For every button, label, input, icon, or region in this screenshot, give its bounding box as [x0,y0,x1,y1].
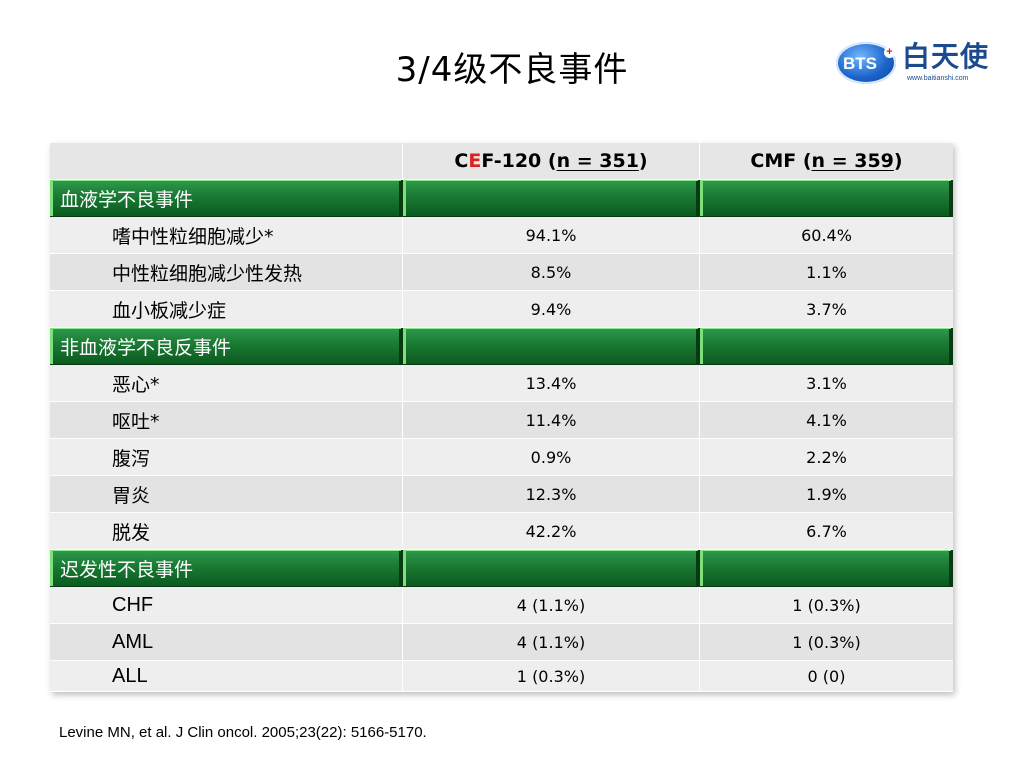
section-cell [700,328,953,365]
event-name: 腹泻 [50,439,403,476]
section-header-row: 血液学不良事件 [50,180,953,217]
event-name: 呕吐* [50,402,403,439]
cmf-value: 1.9% [700,476,953,513]
table-row: 血小板减少症 9.4% 3.7% [50,291,953,328]
header-cef-pre: C [454,150,469,172]
cmf-value: 6.7% [700,513,953,550]
header-cef-mid: F-120 ( [481,150,557,172]
header-cef-post: ) [638,150,648,172]
table-row: 中性粒细胞减少性发热 8.5% 1.1% [50,254,953,291]
cmf-value: 60.4% [700,217,953,254]
event-name: 脱发 [50,513,403,550]
cmf-value: 3.1% [700,365,953,402]
header-cef-n: n = 351 [556,150,639,172]
table-row: 腹泻 0.9% 2.2% [50,439,953,476]
section-header-row: 非血液学不良反事件 [50,328,953,365]
header-cell-cef: C E F-120 (n = 351 ) [403,143,700,180]
cmf-value: 1.1% [700,254,953,291]
header-cell-empty [50,143,403,180]
cef-value: 12.3% [403,476,700,513]
section-label: 血液学不良事件 [50,180,403,217]
logo-badge-text: BTS [843,54,877,73]
cef-value: 8.5% [403,254,700,291]
cmf-value: 1 (0.3%) [700,587,953,624]
section-label: 迟发性不良事件 [50,550,403,587]
event-name: 血小板减少症 [50,291,403,328]
section-cell [403,550,700,587]
logo-url: www.baitianshi.com [907,75,969,82]
cef-value: 4 (1.1%) [403,587,700,624]
cmf-value: 1 (0.3%) [700,624,953,661]
adverse-events-table: C E F-120 (n = 351 ) CMF (n = 359 ) 血液学不良事… [50,143,953,692]
header-cef-highlight: E [468,150,482,172]
cmf-value: 3.7% [700,291,953,328]
header-cmf-n: n = 359 [811,150,894,172]
cef-value: 0.9% [403,439,700,476]
section-cell [403,328,700,365]
cross-icon: + [884,47,895,58]
event-name: 嗜中性粒细胞减少* [50,217,403,254]
cmf-value: 2.2% [700,439,953,476]
section-cell [700,180,953,217]
table-row: CHF 4 (1.1%) 1 (0.3%) [50,587,953,624]
cef-value: 42.2% [403,513,700,550]
cmf-value: 4.1% [700,402,953,439]
table-row: ALL 1 (0.3%) 0 (0) [50,661,953,692]
cef-value: 94.1% [403,217,700,254]
cef-value: 4 (1.1%) [403,624,700,661]
event-name: AML [50,624,403,661]
table-row: 胃炎 12.3% 1.9% [50,476,953,513]
event-name: 胃炎 [50,476,403,513]
logo: BTS + 白天使 www.baitianshi.com [836,38,992,88]
event-name: CHF [50,587,403,624]
cmf-value: 0 (0) [700,661,953,692]
cef-value: 13.4% [403,365,700,402]
slide-title: 3/4级不良事件 [395,50,629,90]
header-cmf-post: ) [893,150,903,172]
table-row: 脱发 42.2% 6.7% [50,513,953,550]
section-label: 非血液学不良反事件 [50,328,403,365]
event-name: ALL [50,661,403,692]
section-cell [700,550,953,587]
cef-value: 11.4% [403,402,700,439]
table-row: 嗜中性粒细胞减少* 94.1% 60.4% [50,217,953,254]
event-name: 恶心* [50,365,403,402]
cef-value: 1 (0.3%) [403,661,700,692]
table-row: AML 4 (1.1%) 1 (0.3%) [50,624,953,661]
header-cmf-pre: CMF ( [750,150,812,172]
section-header-row: 迟发性不良事件 [50,550,953,587]
table-row: 呕吐* 11.4% 4.1% [50,402,953,439]
logo-name: 白天使 [902,40,990,73]
section-cell [403,180,700,217]
table-header-row: C E F-120 (n = 351 ) CMF (n = 359 ) [50,143,953,180]
cef-value: 9.4% [403,291,700,328]
event-name: 中性粒细胞减少性发热 [50,254,403,291]
reference-citation: Levine MN, et al. J Clin oncol. 2005;23(… [59,724,427,741]
logo-badge: BTS + [836,42,896,84]
header-cell-cmf: CMF (n = 359 ) [700,143,953,180]
table-row: 恶心* 13.4% 3.1% [50,365,953,402]
